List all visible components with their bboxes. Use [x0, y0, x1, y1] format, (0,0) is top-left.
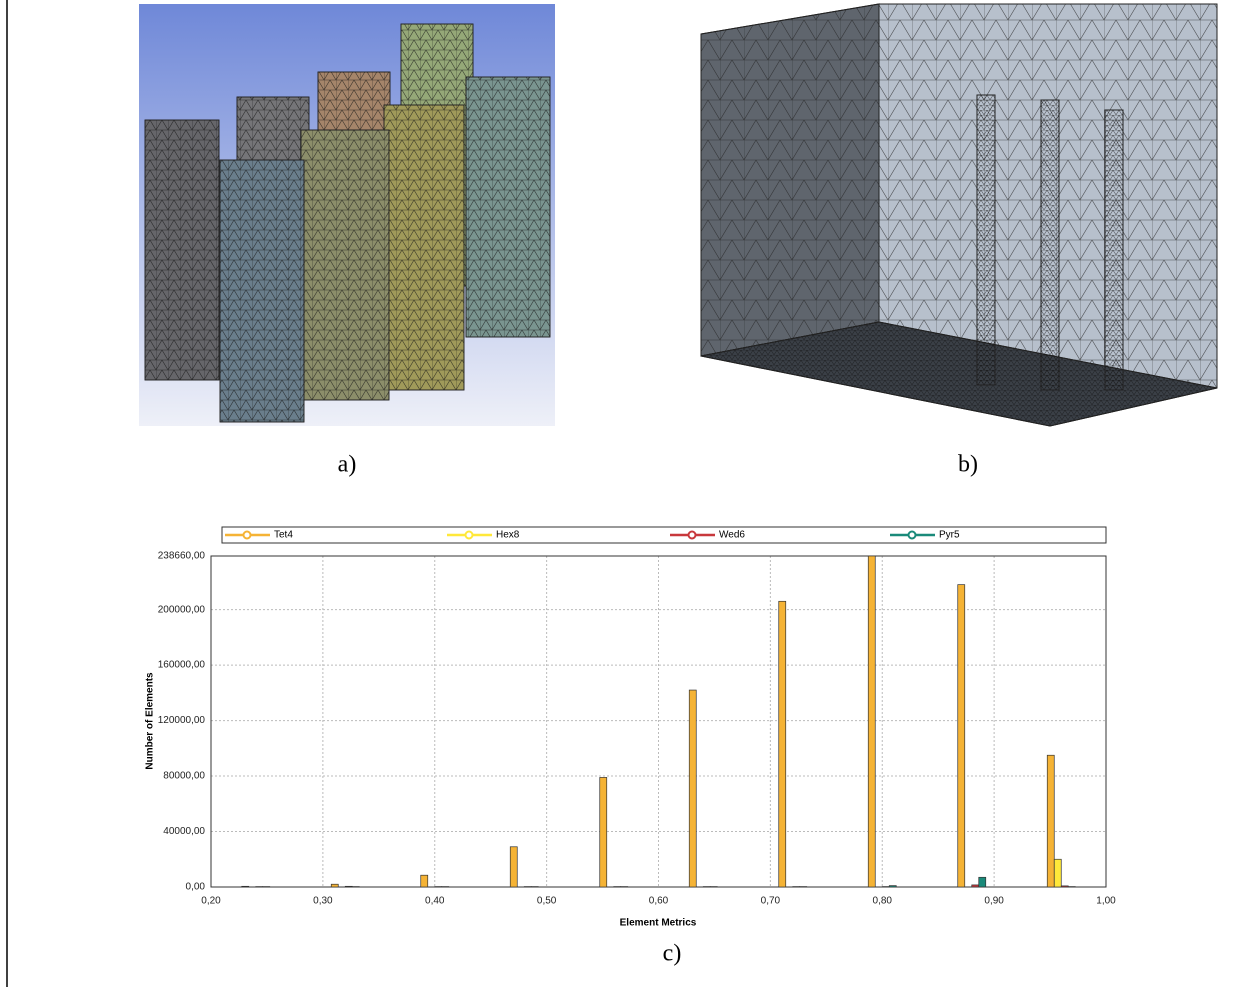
bar	[979, 877, 986, 887]
caption: b)	[958, 452, 978, 478]
page: {"captions": ["a)", "b)", "c)"], "chart_…	[0, 0, 1248, 987]
figure: a) b) Element Metrics Number of Elements…	[0, 0, 1248, 987]
bar	[868, 556, 875, 887]
x-tick-label: 0,30	[313, 896, 333, 907]
bar	[689, 690, 696, 887]
y-tick-label: 200000,00	[158, 604, 206, 615]
x-tick-label: 0,90	[984, 896, 1004, 907]
caption: c)	[663, 941, 682, 967]
legend-label: Hex8	[496, 530, 520, 541]
bar	[331, 884, 338, 887]
y-tick-label: 80000,00	[163, 771, 205, 782]
bar	[600, 777, 607, 887]
mesh-image-a	[139, 4, 555, 426]
x-tick-label: 1,00	[1096, 896, 1116, 907]
bar	[510, 847, 517, 887]
bar	[1061, 886, 1068, 887]
bar	[889, 886, 896, 887]
bar	[345, 886, 352, 887]
y-tick-label: 0,00	[186, 882, 206, 893]
legend-marker	[244, 532, 251, 539]
x-tick-label: 0,40	[425, 896, 445, 907]
bar	[242, 886, 249, 887]
y-tick-label: 40000,00	[163, 826, 205, 837]
bar	[779, 601, 786, 887]
bar	[1047, 755, 1054, 887]
caption: a)	[338, 452, 357, 478]
legend-marker	[909, 532, 916, 539]
y-tick-label: 238660,00	[158, 551, 206, 562]
legend-marker	[466, 532, 473, 539]
legend-label: Pyr5	[939, 530, 960, 541]
y-tick-label: 160000,00	[158, 660, 206, 671]
legend-marker	[689, 532, 696, 539]
x-tick-label: 0,20	[201, 896, 221, 907]
bar	[421, 875, 428, 887]
mesh-image-b	[701, 4, 1217, 426]
y-axis-title: Number of Elements	[145, 672, 156, 770]
x-axis-title: Element Metrics	[620, 918, 697, 929]
legend-label: Tet4	[274, 530, 293, 541]
bar	[958, 585, 965, 887]
x-tick-label: 0,70	[761, 896, 781, 907]
bar	[1054, 859, 1061, 887]
x-tick-label: 0,60	[649, 896, 669, 907]
x-tick-label: 0,50	[537, 896, 557, 907]
x-tick-label: 0,80	[873, 896, 893, 907]
legend-box	[222, 527, 1106, 543]
bar	[972, 885, 979, 887]
y-tick-label: 120000,00	[158, 715, 206, 726]
legend-label: Wed6	[719, 530, 745, 541]
